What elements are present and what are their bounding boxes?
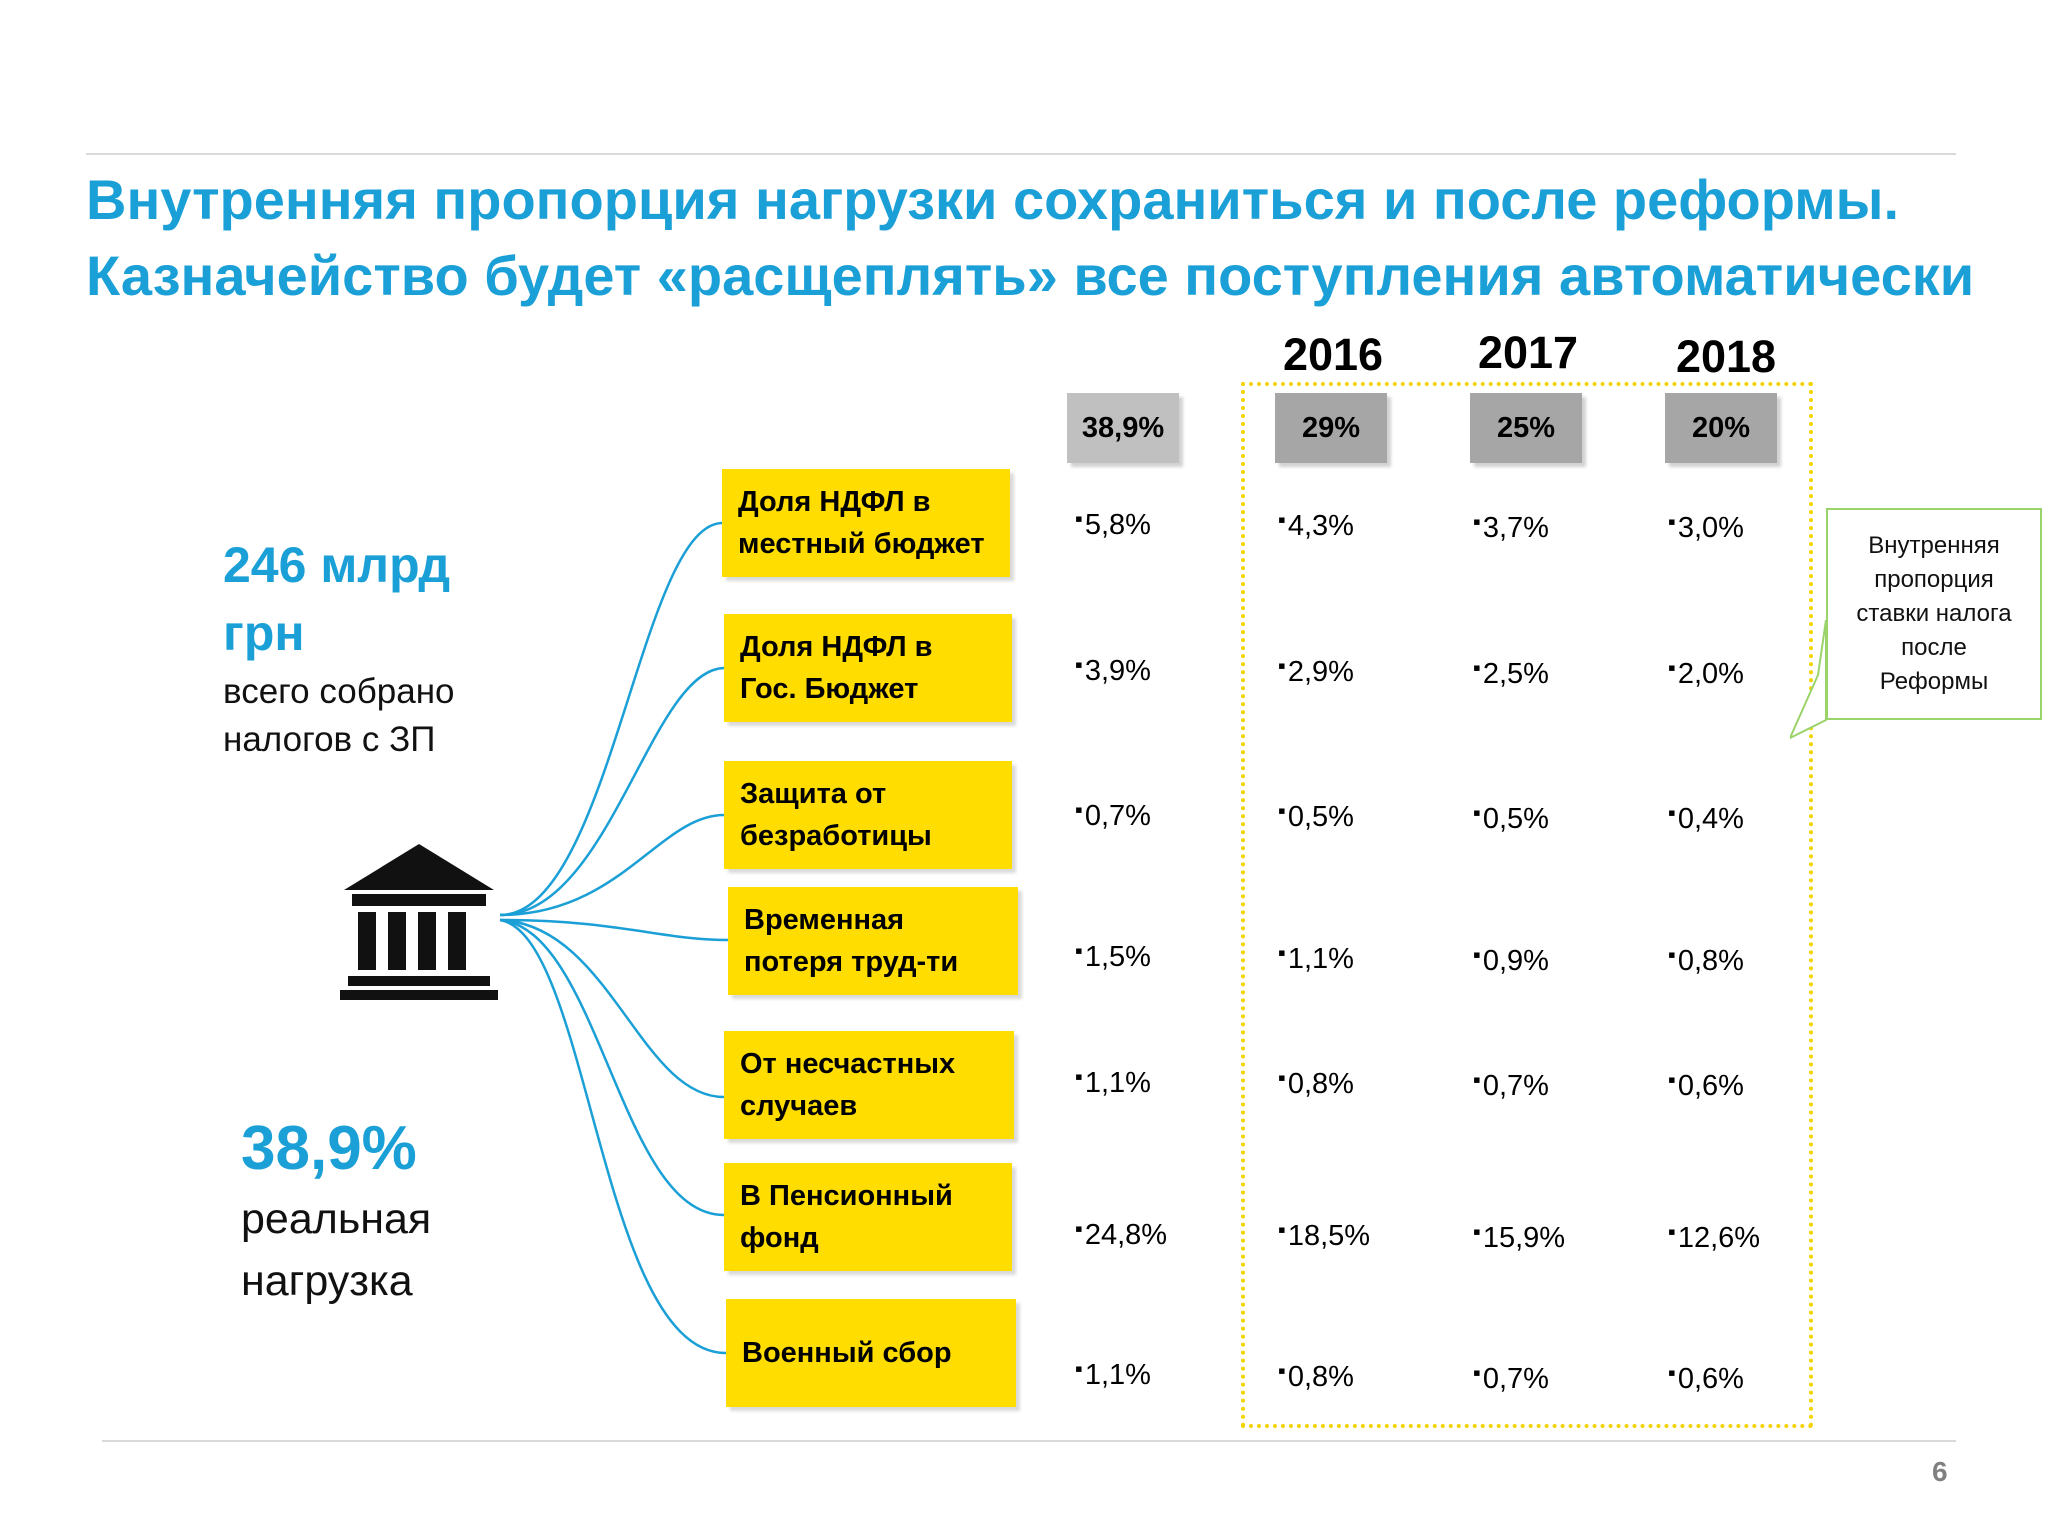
bottom-rule (102, 1440, 1956, 1442)
total-rate-2018: 20% (1665, 393, 1777, 463)
value-state-2017: 2,5% (1473, 657, 1549, 689)
value-unemployment-2018: 0,4% (1668, 802, 1744, 834)
category-temp-disability: Временная потеря труд-ти (728, 887, 1018, 995)
year-2017: 2017 (1477, 327, 1579, 378)
value-pension-2018: 12,6% (1668, 1221, 1760, 1253)
value-unemployment-current: 0,7% (1075, 799, 1151, 831)
total-amount-line2: грн (223, 605, 305, 661)
total-amount-line1: 246 млрд (223, 537, 451, 593)
value-accidents-2018: 0,6% (1668, 1069, 1744, 1101)
value-pension-current: 24,8% (1075, 1218, 1167, 1250)
value-disability-2017: 0,9% (1473, 944, 1549, 976)
total-rate-2017: 25% (1470, 393, 1582, 463)
title-line-1: Внутренняя пропорция нагрузки сохранитьс… (86, 168, 1899, 231)
total-rate-2016: 29% (1275, 393, 1387, 463)
total-desc-line1: всего собрано (223, 672, 455, 711)
callout-line-2: пропорция (1874, 566, 1994, 593)
value-disability-current: 1,5% (1075, 940, 1151, 972)
category-state-budget: Доля НДФЛ в Гос. Бюджет (724, 614, 1012, 722)
value-state-2016: 2,9% (1278, 655, 1354, 687)
page-number: 6 (1932, 1456, 1948, 1487)
value-pension-2016: 18,5% (1278, 1219, 1370, 1251)
value-local-2018: 3,0% (1668, 511, 1744, 543)
total-rate-current: 38,9% (1067, 393, 1179, 463)
value-military-2017: 0,7% (1473, 1362, 1549, 1394)
value-unemployment-2017: 0,5% (1473, 802, 1549, 834)
value-accidents-2017: 0,7% (1473, 1069, 1549, 1101)
category-accidents: От несчастных случаев (724, 1031, 1014, 1139)
value-pension-2017: 15,9% (1473, 1221, 1565, 1253)
real-rate-desc-line1: реальная (241, 1195, 432, 1243)
value-disability-2018: 0,8% (1668, 944, 1744, 976)
real-rate-desc-line2: нагрузка (241, 1257, 413, 1305)
value-state-2018: 2,0% (1668, 657, 1744, 689)
value-local-2017: 3,7% (1473, 511, 1549, 543)
value-local-current: 5,8% (1075, 508, 1151, 540)
value-unemployment-2016: 0,5% (1278, 800, 1354, 832)
category-military-levy: Военный сбор (726, 1299, 1016, 1407)
value-state-current: 3,9% (1075, 654, 1151, 686)
value-accidents-current: 1,1% (1075, 1066, 1151, 1098)
category-pension-fund: В Пенсионный фонд (724, 1163, 1012, 1271)
top-rule (86, 153, 1956, 155)
value-local-2016: 4,3% (1278, 509, 1354, 541)
value-disability-2016: 1,1% (1278, 942, 1354, 974)
callout-inner-proportion: Внутренняя пропорция ставки налога после… (1826, 508, 2042, 720)
total-desc-line2: налогов с ЗП (223, 720, 436, 759)
real-rate-value: 38,9% (241, 1114, 417, 1183)
category-unemployment: Защита от безработицы (724, 761, 1012, 869)
year-2018: 2018 (1675, 331, 1777, 382)
callout-line-4: после (1901, 634, 1967, 661)
title-line-2: Казначейство будет «расщеплять» все пост… (86, 244, 1975, 307)
value-accidents-2016: 0,8% (1278, 1067, 1354, 1099)
callout-line-1: Внутренняя (1868, 532, 2000, 559)
year-2016: 2016 (1282, 329, 1384, 380)
value-military-2016: 0,8% (1278, 1360, 1354, 1392)
callout-line-3: ставки налога (1856, 600, 2012, 627)
value-military-2018: 0,6% (1668, 1362, 1744, 1394)
callout-line-5: Реформы (1879, 668, 1989, 695)
category-local-budget: Доля НДФЛ в местный бюджет (722, 469, 1010, 577)
reform-years-highlight (1241, 382, 1813, 1428)
bank-building-icon (340, 844, 498, 1000)
value-military-current: 1,1% (1075, 1358, 1151, 1390)
